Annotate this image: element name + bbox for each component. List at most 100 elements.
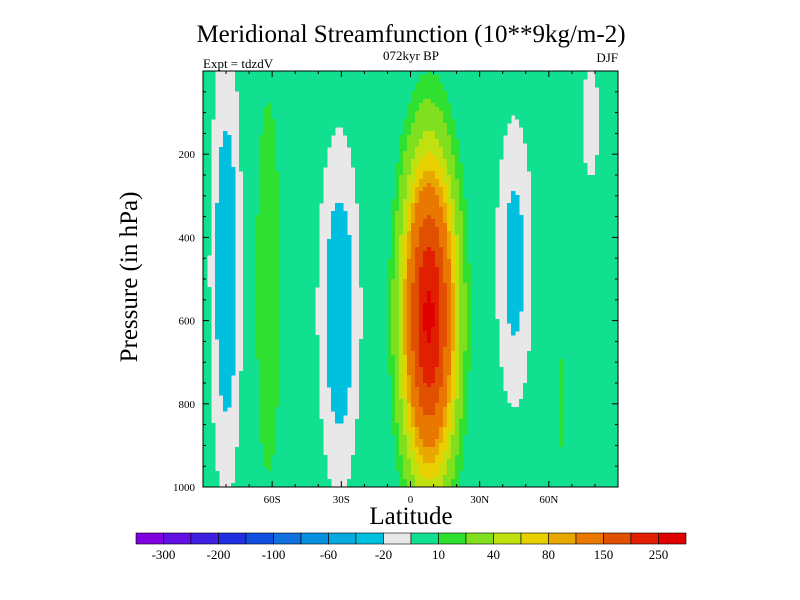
field-cell bbox=[271, 459, 276, 464]
field-cell bbox=[323, 159, 328, 164]
field-cell bbox=[379, 371, 384, 376]
field-cell bbox=[315, 235, 320, 240]
field-cell bbox=[291, 271, 296, 276]
field-cell bbox=[419, 199, 424, 204]
field-cell bbox=[423, 375, 428, 380]
field-cell bbox=[411, 459, 416, 464]
field-cell bbox=[271, 355, 276, 360]
field-cell bbox=[367, 207, 372, 212]
field-cell bbox=[387, 223, 392, 228]
field-cell bbox=[379, 79, 384, 84]
field-cell bbox=[247, 395, 252, 400]
field-cell bbox=[347, 247, 352, 252]
field-cell bbox=[415, 203, 420, 208]
field-cell bbox=[399, 323, 404, 328]
field-cell bbox=[251, 431, 256, 436]
field-cell bbox=[255, 311, 260, 316]
field-cell bbox=[219, 283, 224, 288]
field-cell bbox=[323, 463, 328, 468]
field-cell bbox=[403, 279, 408, 284]
field-cell bbox=[411, 391, 416, 396]
field-cell bbox=[251, 103, 256, 108]
field-cell bbox=[295, 115, 300, 120]
field-cell bbox=[363, 307, 368, 312]
field-cell bbox=[255, 191, 260, 196]
field-cell bbox=[275, 99, 280, 104]
field-cell bbox=[279, 443, 284, 448]
field-cell bbox=[367, 199, 372, 204]
field-cell bbox=[311, 287, 316, 292]
field-cell bbox=[303, 211, 308, 216]
field-cell bbox=[343, 115, 348, 120]
field-cell bbox=[263, 251, 268, 256]
field-cell bbox=[267, 339, 272, 344]
field-cell bbox=[247, 247, 252, 252]
field-cell bbox=[247, 287, 252, 292]
field-cell bbox=[307, 471, 312, 476]
field-cell bbox=[427, 403, 432, 408]
field-cell bbox=[287, 231, 292, 236]
field-cell bbox=[355, 139, 360, 144]
field-cell bbox=[311, 323, 316, 328]
field-cell bbox=[227, 367, 232, 372]
field-cell bbox=[227, 167, 232, 172]
field-cell bbox=[247, 219, 252, 224]
field-cell bbox=[371, 115, 376, 120]
field-cell bbox=[347, 87, 352, 92]
field-cell bbox=[263, 283, 268, 288]
field-cell bbox=[291, 283, 296, 288]
field-cell bbox=[279, 311, 284, 316]
field-cell bbox=[299, 227, 304, 232]
field-cell bbox=[275, 79, 280, 84]
field-cell bbox=[251, 119, 256, 124]
field-cell bbox=[419, 347, 424, 352]
field-cell bbox=[367, 259, 372, 264]
field-cell bbox=[311, 391, 316, 396]
field-cell bbox=[391, 455, 396, 460]
field-cell bbox=[247, 351, 252, 356]
field-cell bbox=[431, 83, 436, 88]
field-cell bbox=[399, 311, 404, 316]
field-cell bbox=[203, 267, 208, 272]
field-cell bbox=[275, 327, 280, 332]
field-cell bbox=[267, 119, 272, 124]
field-cell bbox=[379, 479, 384, 484]
field-cell bbox=[255, 455, 260, 460]
field-cell bbox=[243, 151, 248, 156]
field-cell bbox=[299, 387, 304, 392]
field-cell bbox=[395, 351, 400, 356]
field-cell bbox=[355, 111, 360, 116]
field-cell bbox=[419, 127, 424, 132]
field-cell bbox=[263, 143, 268, 148]
field-cell bbox=[363, 191, 368, 196]
field-cell bbox=[259, 271, 264, 276]
field-cell bbox=[227, 299, 232, 304]
field-cell bbox=[327, 259, 332, 264]
field-cell bbox=[375, 451, 380, 456]
field-cell bbox=[327, 255, 332, 260]
field-cell bbox=[375, 483, 380, 487]
field-cell bbox=[303, 203, 308, 208]
field-cell bbox=[227, 323, 232, 328]
field-cell bbox=[371, 143, 376, 148]
field-cell bbox=[307, 211, 312, 216]
field-cell bbox=[375, 343, 380, 348]
field-cell bbox=[223, 299, 228, 304]
field-cell bbox=[251, 167, 256, 172]
field-cell bbox=[391, 131, 396, 136]
field-cell bbox=[339, 239, 344, 244]
field-cell bbox=[247, 443, 252, 448]
field-cell bbox=[303, 191, 308, 196]
field-cell bbox=[431, 163, 436, 168]
field-cell bbox=[395, 343, 400, 348]
field-cell bbox=[331, 327, 336, 332]
field-cell bbox=[335, 327, 340, 332]
field-cell bbox=[375, 231, 380, 236]
field-cell bbox=[203, 307, 208, 312]
field-cell bbox=[279, 147, 284, 152]
field-cell bbox=[375, 155, 380, 160]
field-cell bbox=[395, 455, 400, 460]
field-cell bbox=[431, 135, 436, 140]
field-cell bbox=[343, 399, 348, 404]
field-cell bbox=[375, 411, 380, 416]
